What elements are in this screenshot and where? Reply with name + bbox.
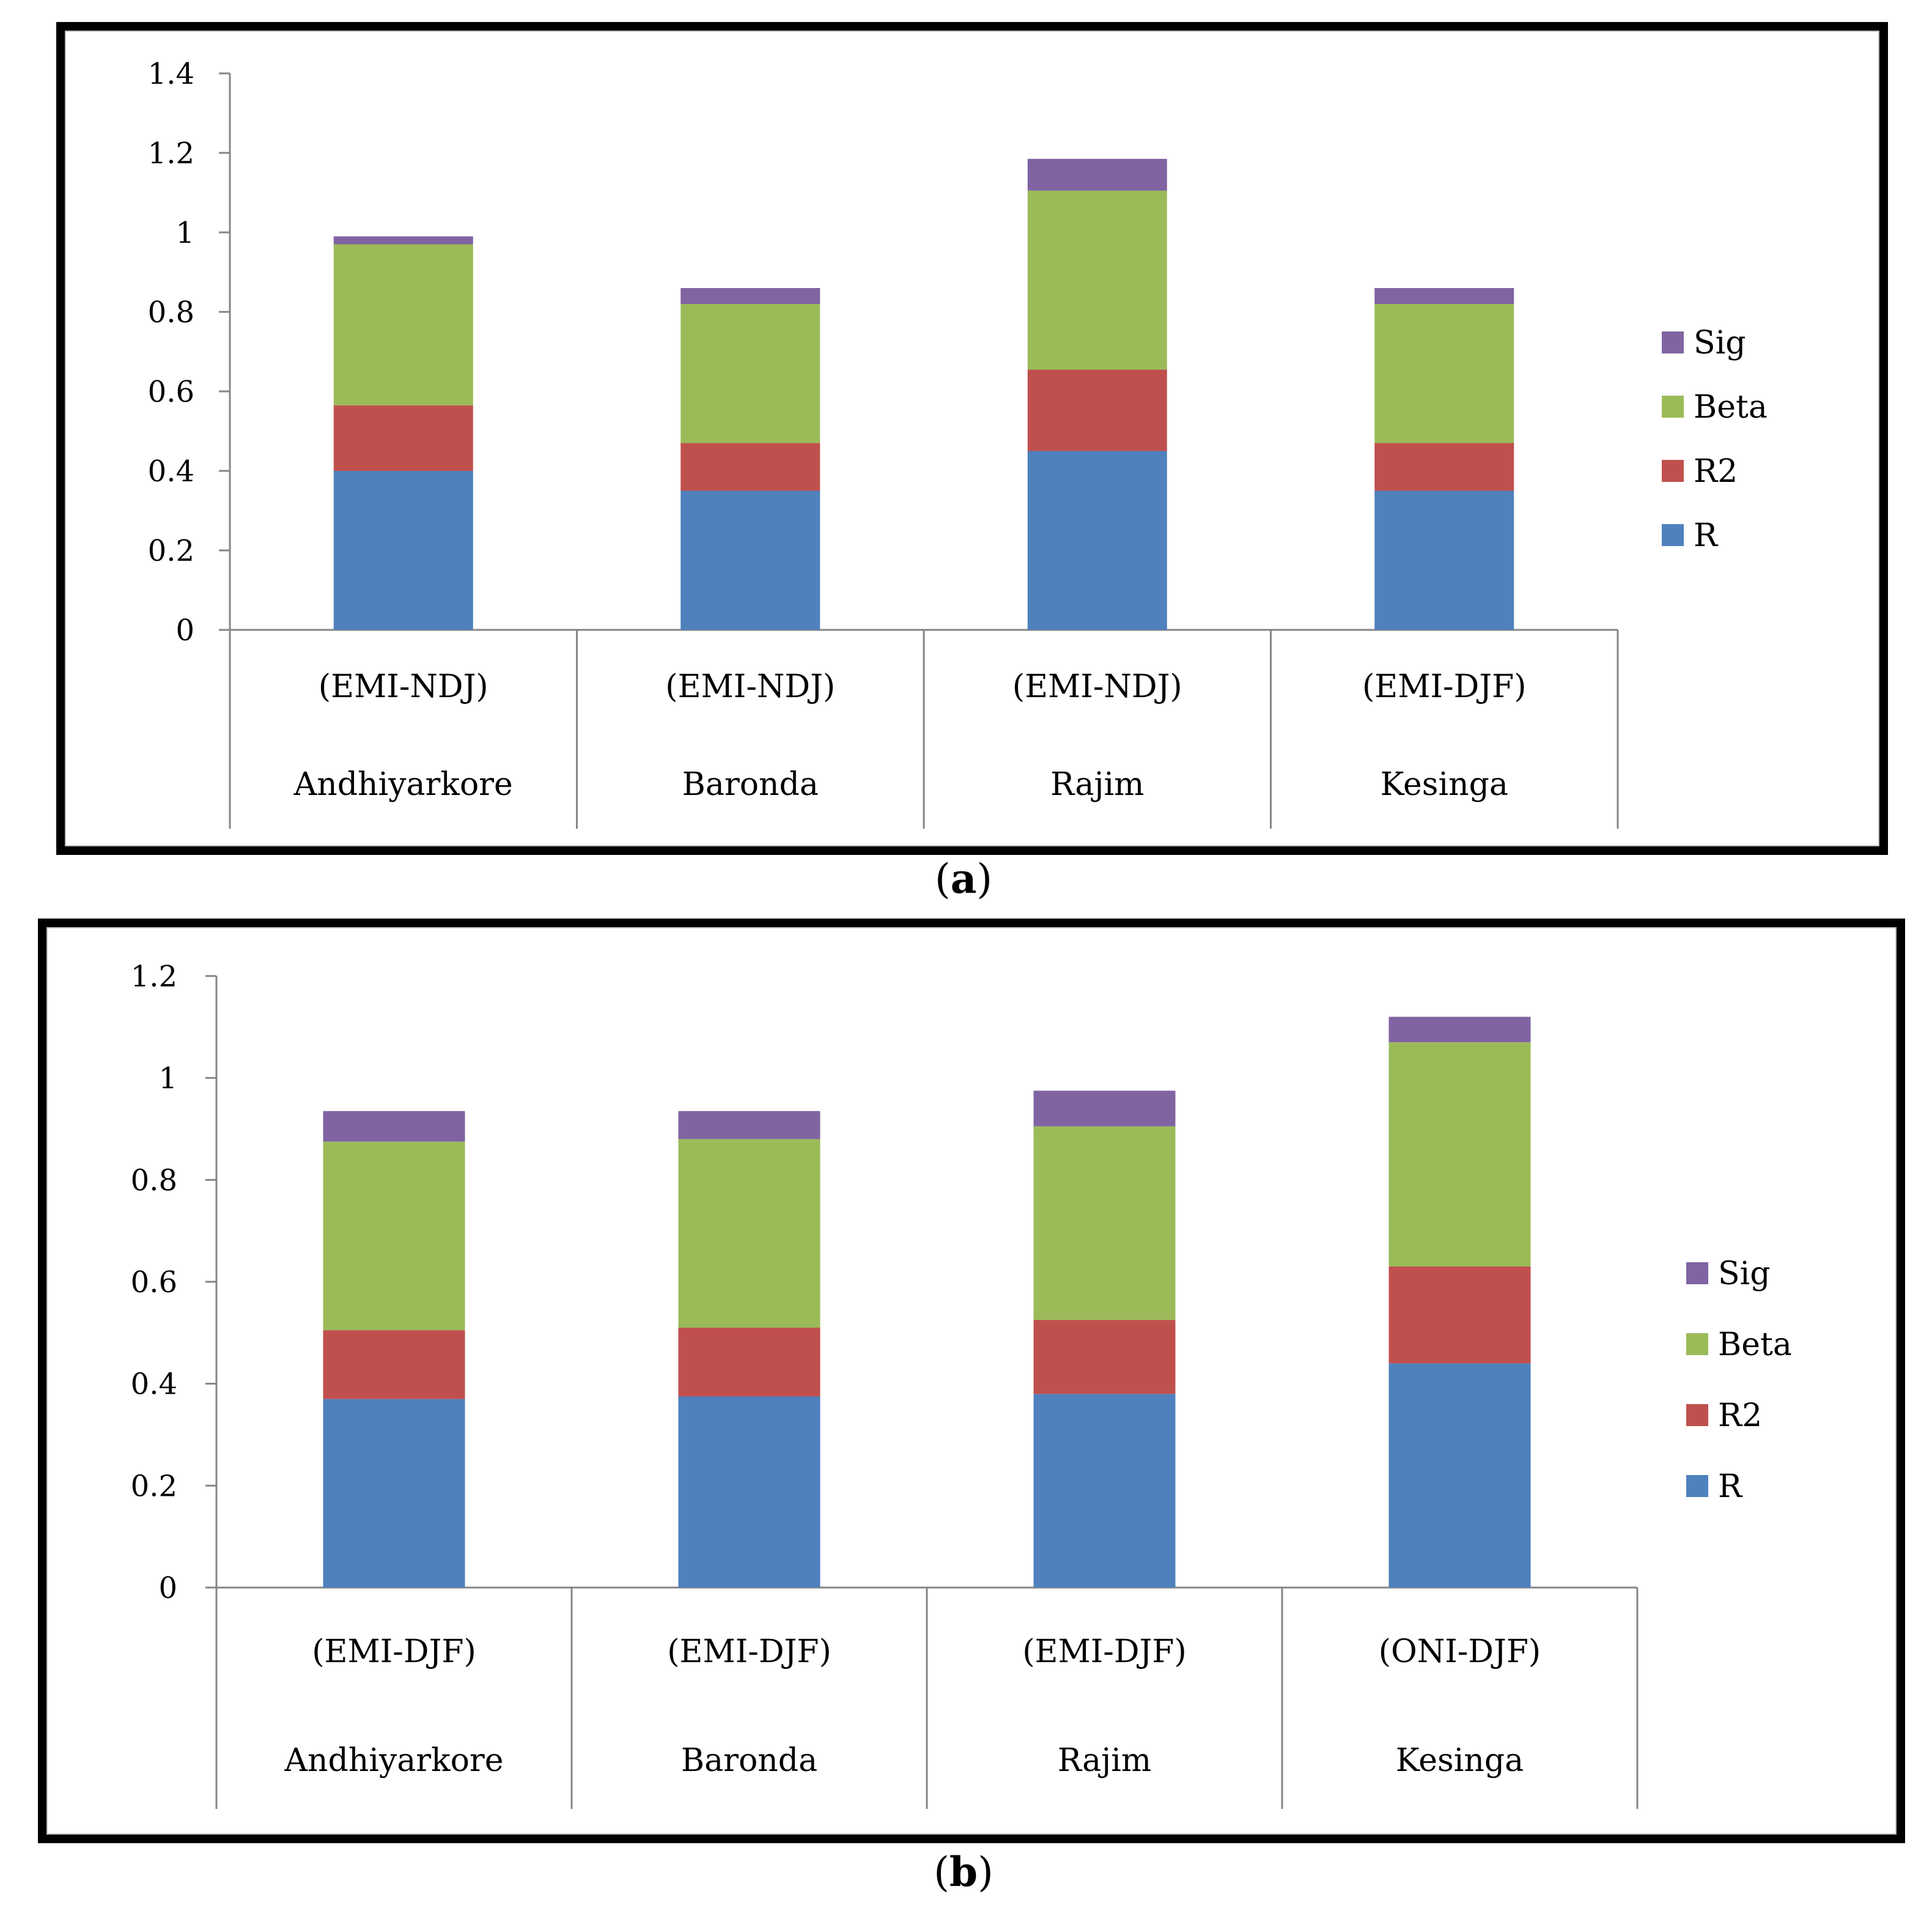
chart-a-bar-r2-kesinga [1374, 443, 1514, 491]
chart-b-category-index-label: (ONI-DJF) [1379, 1633, 1541, 1670]
chart-b-bar-r-baronda [678, 1396, 820, 1588]
chart-a-legend-swatch-r2 [1662, 460, 1684, 482]
chart-a-legend-swatch-r [1662, 524, 1684, 546]
chart-a-legend-label-beta: Beta [1694, 389, 1768, 426]
chart-a-y-tick-label: 1.2 [148, 136, 194, 171]
chart-a-category-index-label: (EMI-DJF) [1362, 668, 1527, 705]
chart-a-bar-r-andhiyarkore [333, 471, 473, 630]
chart-b-category-station-label: Kesinga [1396, 1742, 1524, 1779]
chart-a-bar-beta-baronda [680, 304, 820, 443]
chart-a-category-station-label: Rajim [1050, 766, 1144, 803]
chart-a-y-tick-label: 0.8 [148, 295, 194, 330]
chart-b-y-tick-label: 0 [158, 1571, 177, 1605]
caption-a: (a) [934, 855, 993, 903]
chart-b-category-index-label: (EMI-DJF) [312, 1633, 476, 1670]
chart-a-y-tick-label: 1.4 [148, 57, 194, 91]
chart-a-bar-r2-rajim [1027, 369, 1167, 451]
chart-a-bar-sig-rajim [1027, 158, 1167, 191]
chart-b-bar-r-andhiyarkore [323, 1399, 465, 1588]
chart-a-category-index-label: (EMI-NDJ) [1012, 668, 1182, 705]
chart-a-bar-sig-kesinga [1374, 288, 1514, 304]
chart-a-legend-label-r: R [1694, 517, 1719, 554]
chart-a-y-tick-label: 0.6 [148, 375, 194, 409]
chart-a-bar-sig-andhiyarkore [333, 236, 473, 245]
chart-a-bar-sig-baronda [680, 288, 820, 304]
chart-a-bar-r-rajim [1027, 451, 1167, 630]
chart-b-bar-r2-kesinga [1388, 1266, 1531, 1364]
chart-a-bar-beta-andhiyarkore [333, 244, 473, 405]
chart-b-legend-swatch-r2 [1686, 1404, 1708, 1426]
chart-a-category-station-label: Kesinga [1381, 766, 1508, 803]
chart-a-bar-r2-andhiyarkore [333, 405, 473, 471]
chart-a-category-station-label: Andhiyarkore [293, 766, 513, 803]
chart-a-bar-r-baronda [680, 490, 820, 630]
chart-a-legend-swatch-sig [1662, 331, 1684, 353]
chart-b-legend-label-beta: Beta [1718, 1326, 1792, 1363]
chart-b-bar-beta-baronda [678, 1139, 820, 1328]
chart-a-bar-r2-baronda [680, 443, 820, 491]
chart-b-bar-r2-rajim [1033, 1320, 1176, 1394]
chart-b-category-station-label: Andhiyarkore [284, 1742, 503, 1779]
chart-a-y-tick-label: 0 [175, 613, 194, 648]
chart-a-category-station-label: Baronda [682, 766, 819, 803]
chart-a-bar-beta-rajim [1027, 190, 1167, 370]
chart-b-bar-sig-rajim [1033, 1090, 1176, 1126]
chart-a-y-tick-label: 1 [175, 216, 194, 250]
chart-b-y-tick-label: 1.2 [131, 960, 177, 994]
chart-b-y-tick-label: 0.6 [131, 1265, 177, 1300]
chart-a-bar-beta-kesinga [1374, 304, 1514, 443]
chart-b-bar-sig-baronda [678, 1111, 820, 1139]
chart-b-bar-beta-rajim [1033, 1126, 1176, 1320]
chart-b-bar-r-rajim [1033, 1394, 1176, 1588]
chart-b-y-tick-label: 1 [158, 1062, 177, 1096]
chart-b-bar-sig-kesinga [1388, 1016, 1531, 1043]
chart-b-bar-r2-baronda [678, 1328, 820, 1397]
chart-b-y-tick-label: 0.8 [131, 1163, 177, 1197]
chart-b-legend-swatch-sig [1686, 1262, 1708, 1284]
chart-b-legend-swatch-beta [1686, 1333, 1708, 1355]
chart-b-category-station-label: Baronda [681, 1742, 817, 1779]
caption-b: (b) [934, 1848, 994, 1896]
chart-b-category-index-label: (EMI-DJF) [1022, 1633, 1187, 1670]
chart-a-y-tick-label: 0.4 [148, 454, 194, 489]
chart-a-legend-label-sig: Sig [1694, 325, 1746, 361]
chart-b-legend-label-r2: R2 [1718, 1397, 1762, 1434]
chart-a-category-index-label: (EMI-NDJ) [319, 668, 489, 705]
chart-b-bar-beta-kesinga [1388, 1042, 1531, 1266]
chart-a-bar-r-kesinga [1374, 490, 1514, 630]
chart-a-y-tick-label: 0.2 [148, 534, 194, 568]
chart-b-category-index-label: (EMI-DJF) [667, 1633, 831, 1670]
chart-a-legend-swatch-beta [1662, 396, 1684, 418]
chart-a-category-index-label: (EMI-NDJ) [665, 668, 835, 705]
chart-b-y-tick-label: 0.2 [131, 1469, 177, 1503]
chart-b-legend-swatch-r [1686, 1475, 1708, 1497]
chart-b-bar-r-kesinga [1388, 1363, 1531, 1588]
chart-b-category-station-label: Rajim [1058, 1742, 1151, 1779]
chart-a-legend-label-r2: R2 [1694, 453, 1738, 490]
chart-b-bar-r2-andhiyarkore [323, 1330, 465, 1399]
chart-b-legend-label-r: R [1718, 1468, 1743, 1505]
chart-b-bar-beta-andhiyarkore [323, 1141, 465, 1331]
chart-b-y-tick-label: 0.4 [131, 1367, 177, 1402]
chart-b-legend-label-sig: Sig [1718, 1255, 1771, 1292]
chart-b-bar-sig-andhiyarkore [323, 1111, 465, 1142]
